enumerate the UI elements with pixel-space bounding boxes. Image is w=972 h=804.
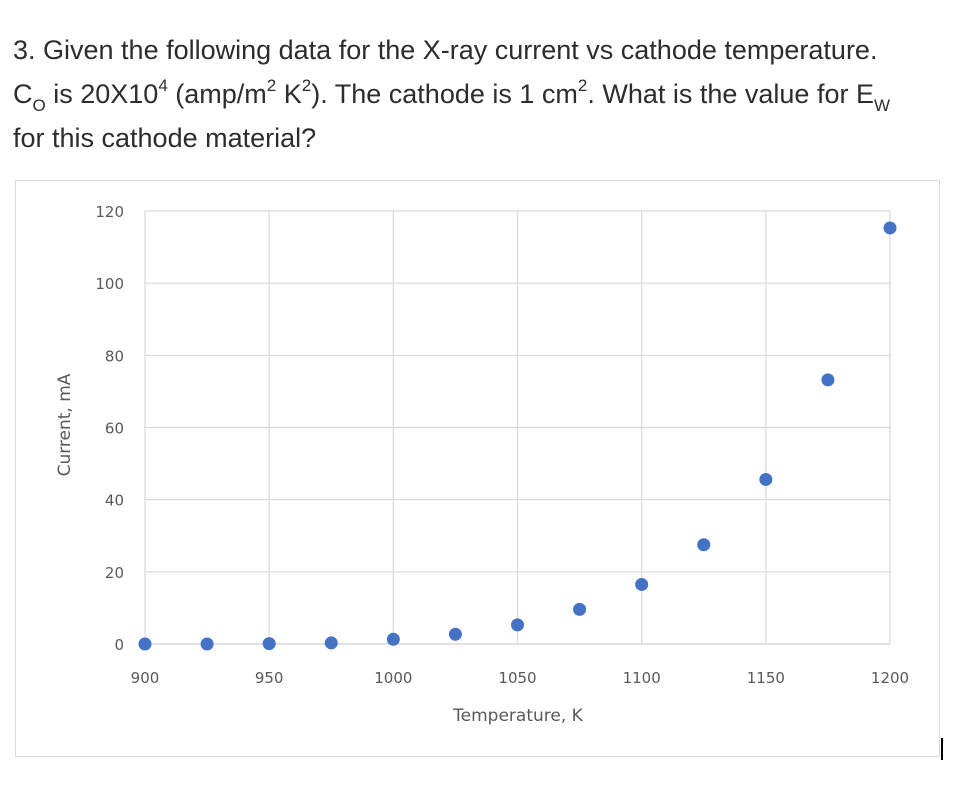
data-points <box>138 221 897 651</box>
data-point <box>262 637 276 651</box>
question-line-3: for this cathode material? <box>13 123 317 153</box>
data-point <box>386 632 400 646</box>
x-tick-labels: 900 950 1000 1050 1100 1150 1200 <box>131 669 909 687</box>
y-tick-label: 40 <box>105 492 124 510</box>
y-tick-label: 20 <box>105 564 124 582</box>
question-fragment: K <box>276 79 302 109</box>
chart-area: 0 20 40 60 80 100 120 900 950 1000 1050 1100 1150 12… <box>15 180 940 757</box>
superscript-exponent: 2 <box>266 76 277 95</box>
x-tick-label: 1100 <box>623 669 661 687</box>
subscript-o: O <box>32 96 46 116</box>
y-tick-label: 80 <box>105 347 124 365</box>
question-line-1: 3. Given the following data for the X-ra… <box>13 35 878 65</box>
question-line-2: CO is 20X104 (amp/m2 K2). The cathode is… <box>13 72 963 116</box>
text-cursor-mark <box>941 738 943 760</box>
x-tick-label: 950 <box>255 669 284 687</box>
question-fragment: . What is the value for E <box>587 79 874 109</box>
question-text: 3. Given the following data for the X-ra… <box>13 28 963 160</box>
question-fragment: (amp/m <box>167 79 267 109</box>
data-point <box>324 636 338 650</box>
y-tick-label: 0 <box>114 636 124 654</box>
x-tick-label: 900 <box>131 669 160 687</box>
scatter-chart: 0 20 40 60 80 100 120 900 950 1000 1050 1100 1150 12… <box>55 203 909 726</box>
y-tick-labels: 0 20 40 60 80 100 120 <box>95 203 124 654</box>
subscript-w: W <box>873 96 891 116</box>
data-point <box>200 637 214 651</box>
y-tick-label: 100 <box>95 275 124 293</box>
superscript-exponent: 2 <box>577 76 588 95</box>
question-fragment: C <box>13 79 33 109</box>
x-tick-label: 1150 <box>747 669 785 687</box>
data-point <box>883 221 897 235</box>
data-point <box>759 472 773 486</box>
data-point <box>138 637 152 651</box>
data-point <box>821 373 835 387</box>
data-point <box>697 538 711 552</box>
superscript-exponent: 4 <box>158 76 168 95</box>
data-point <box>573 602 587 616</box>
data-point <box>635 577 649 591</box>
y-tick-label: 120 <box>95 203 124 221</box>
x-axis-title: Temperature, K <box>452 706 583 726</box>
y-axis-title: Current, mA <box>55 373 75 476</box>
question-fragment: is 20X10 <box>45 79 159 109</box>
superscript-exponent: 2 <box>301 76 312 95</box>
question-fragment: ). The cathode is 1 cm <box>311 79 578 109</box>
x-tick-label: 1050 <box>498 669 536 687</box>
x-tick-label: 1000 <box>374 669 412 687</box>
x-tick-label: 1200 <box>871 669 909 687</box>
data-point <box>448 627 462 641</box>
y-tick-label: 60 <box>105 420 124 438</box>
data-point <box>511 618 524 632</box>
gridlines <box>144 210 891 645</box>
